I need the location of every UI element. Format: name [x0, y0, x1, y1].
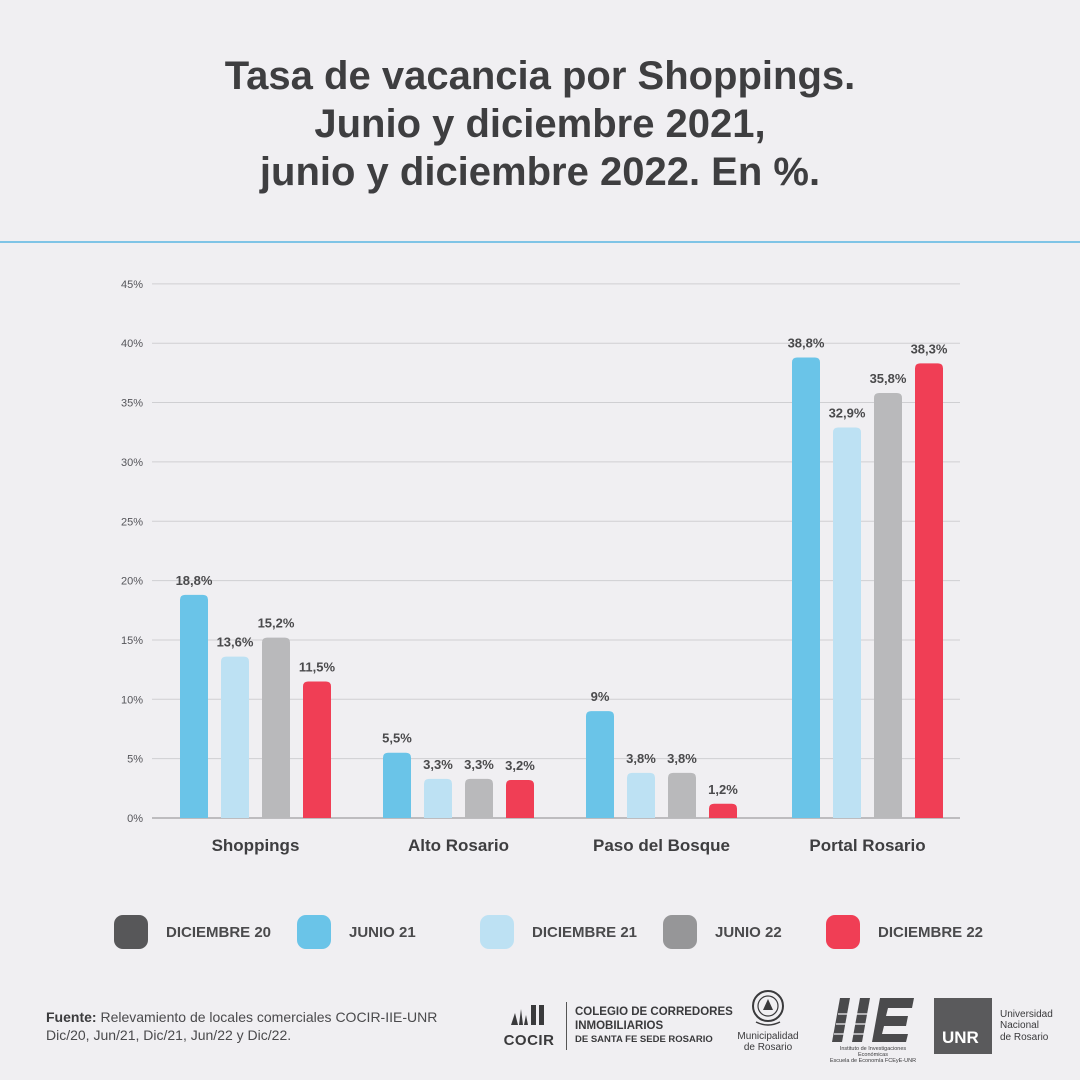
data-label: 3,3%	[464, 757, 494, 772]
legend-swatch	[480, 915, 514, 949]
legend-item-diciembre-22: DICIEMBRE 22	[826, 914, 983, 950]
bar	[303, 681, 331, 818]
data-label: 15,2%	[258, 616, 295, 631]
data-label: 3,2%	[505, 758, 535, 773]
bar-chart: 0% 5% 10% 15% 20% 25% 30% 35% 40% 45% 18,8% 13,6% 15…	[121, 279, 960, 855]
source-label: Fuente:	[46, 1009, 97, 1025]
legend-swatch	[297, 915, 331, 949]
data-label: 3,8%	[626, 751, 656, 766]
bar	[874, 393, 902, 818]
y-tick-label: 45%	[121, 279, 143, 291]
legend-label: DICIEMBRE 21	[532, 923, 638, 941]
iie-line-1: Instituto de Investigaciones Económicas	[839, 1046, 907, 1058]
data-label: 11,5%	[299, 659, 336, 674]
legend-item-junio-22: JUNIO 22	[663, 914, 782, 950]
data-label: 3,8%	[667, 751, 697, 766]
muni-line-1: Municipalidad	[737, 1031, 799, 1042]
cocir-logo: COCIR COLEGIO DE CORREDORES INMOBILIARIO…	[500, 1002, 733, 1050]
y-tick-label: 0%	[127, 813, 143, 825]
data-label: 1,2%	[708, 782, 738, 797]
source-text: Relevamiento de locales comerciales COCI…	[96, 1009, 438, 1025]
data-label: 35,8%	[870, 371, 907, 386]
iie-line-2: Escuela de Economía FCEyE-UNR	[829, 1058, 917, 1064]
bar	[792, 357, 820, 818]
cocir-line-3: DE SANTA FE SEDE ROSARIO	[575, 1034, 713, 1045]
x-category-label: Paso del Bosque	[593, 836, 730, 855]
header-divider	[0, 241, 1080, 243]
data-label: 32,9%	[829, 405, 866, 420]
data-label: 38,3%	[911, 341, 948, 356]
unr-line-1: Universidad	[1000, 1008, 1053, 1020]
y-tick-label: 10%	[121, 694, 143, 706]
source-note: Fuente: Relevamiento de locales comercia…	[46, 1008, 466, 1044]
bar	[424, 778, 452, 818]
bar	[383, 752, 411, 818]
bar	[668, 772, 696, 818]
chart-title: Tasa de vacancia por Shoppings. Junio y …	[0, 52, 1080, 196]
legend-item-junio-21: JUNIO 21	[297, 914, 416, 950]
y-tick-label: 30%	[121, 457, 143, 469]
y-tick-label: 25%	[121, 516, 143, 528]
cocir-divider	[566, 1002, 567, 1050]
cocir-word: COCIR	[503, 1032, 555, 1049]
unr-line-3: de Rosario	[1000, 1031, 1049, 1043]
cocir-line-2: INMOBILIARIOS	[575, 1020, 664, 1032]
x-category-label: Shoppings	[212, 836, 300, 855]
x-category-label: Alto Rosario	[408, 836, 509, 855]
bar	[627, 772, 655, 818]
iie-mark-icon	[832, 998, 914, 1042]
cocir-text: COLEGIO DE CORREDORES INMOBILIARIOS DE S…	[575, 1005, 733, 1047]
title-line-1: Tasa de vacancia por Shoppings.	[224, 54, 856, 98]
unr-line-2: Nacional	[1000, 1020, 1039, 1032]
y-tick-label: 40%	[121, 338, 143, 350]
legend-label: DICIEMBRE 22	[878, 923, 984, 941]
bar	[262, 637, 290, 818]
bar	[506, 780, 534, 818]
legend-label: DICIEMBRE 20	[166, 923, 272, 941]
municipalidad-logo: Municipalidad de Rosario	[730, 988, 806, 1053]
x-category-label: Portal Rosario	[809, 836, 925, 855]
muni-line-2: de Rosario	[743, 1042, 793, 1053]
data-label: 38,8%	[788, 335, 825, 350]
bar	[586, 711, 614, 818]
bar	[221, 656, 249, 818]
legend-label: JUNIO 22	[715, 923, 782, 941]
data-label: 3,3%	[423, 757, 453, 772]
cocir-mark: COCIR	[500, 1003, 558, 1049]
data-label: 18,8%	[176, 573, 213, 588]
legend-swatch	[114, 915, 148, 949]
bar	[180, 594, 208, 818]
data-label: 13,6%	[217, 635, 254, 650]
unr-box: UNR	[934, 998, 992, 1054]
cocir-skyline-icon	[511, 1005, 544, 1025]
legend-label: JUNIO 21	[349, 923, 416, 941]
data-label: 5,5%	[382, 731, 412, 746]
y-tick-label: 35%	[121, 398, 143, 410]
legend-swatch	[826, 915, 860, 949]
title-line-2: Junio y diciembre 2021,	[314, 102, 766, 146]
legend-item-diciembre-21: DICIEMBRE 21	[480, 914, 637, 950]
bar	[709, 803, 737, 818]
iie-logo: Instituto de Investigaciones Económicas …	[826, 994, 920, 1064]
legend-swatch	[663, 915, 697, 949]
bar	[915, 363, 943, 818]
legend-item-diciembre-20: DICIEMBRE 20	[114, 914, 271, 950]
y-tick-label: 20%	[121, 576, 143, 588]
y-tick-label: 5%	[127, 754, 143, 766]
y-tick-label: 15%	[121, 635, 143, 647]
bar	[833, 427, 861, 818]
legend: DICIEMBRE 20 JUNIO 21 DICIEMBRE 21 JUNIO…	[0, 914, 1080, 950]
data-label: 9%	[591, 689, 610, 704]
cocir-line-1: COLEGIO DE CORREDORES	[575, 1006, 733, 1018]
unr-text: Universidad Nacional de Rosario	[1000, 1009, 1053, 1044]
unr-logo: UNR Universidad Nacional de Rosario	[934, 998, 1053, 1054]
bar	[465, 778, 493, 818]
title-line-3: junio y diciembre 2022. En %.	[259, 150, 821, 194]
municipal-seal-icon	[752, 990, 784, 1026]
source-dates: Dic/20, Jun/21, Dic/21, Jun/22 y Dic/22.	[46, 1027, 292, 1043]
